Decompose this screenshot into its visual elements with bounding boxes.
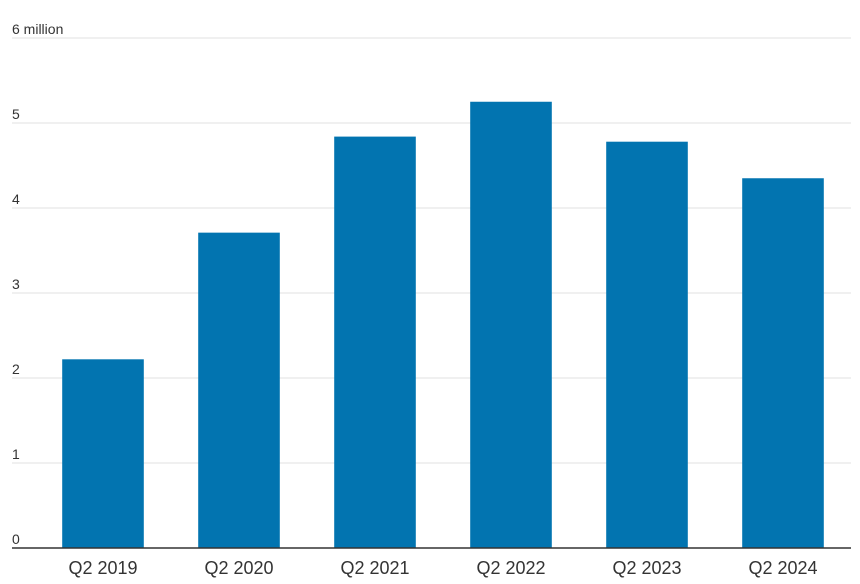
bar <box>62 359 144 548</box>
x-tick-label: Q2 2024 <box>748 558 817 578</box>
y-tick-label: 3 <box>12 276 20 292</box>
x-tick-label: Q2 2020 <box>204 558 273 578</box>
bar <box>334 136 416 548</box>
bar <box>470 101 552 548</box>
x-tick-label: Q2 2023 <box>612 558 681 578</box>
y-tick-label: 2 <box>12 361 20 377</box>
bar <box>742 178 824 548</box>
x-tick-label: Q2 2022 <box>476 558 545 578</box>
y-tick-label: 1 <box>12 446 20 462</box>
x-tick-label: Q2 2021 <box>340 558 409 578</box>
bar <box>198 232 280 548</box>
y-tick-label: 4 <box>12 191 20 207</box>
y-tick-label: 0 <box>12 531 20 547</box>
bar <box>606 141 688 548</box>
y-tick-label: 6 million <box>12 21 63 37</box>
y-tick-label: 5 <box>12 106 20 122</box>
x-tick-label: Q2 2019 <box>68 558 137 578</box>
